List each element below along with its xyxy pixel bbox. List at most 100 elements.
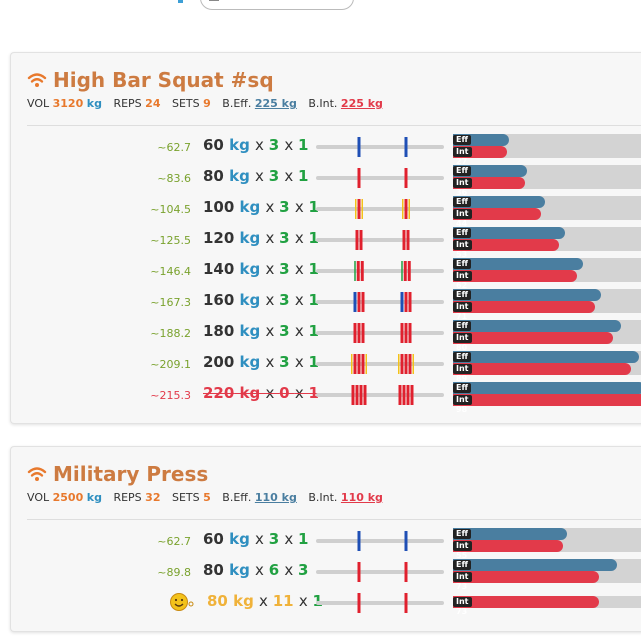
set-row[interactable]: ~62.7 60 kg x 3 x 1 Eff 57Int 55 xyxy=(11,527,641,560)
int-value-label: Int 80 xyxy=(453,333,472,352)
int-value-label: Int 73 xyxy=(453,572,472,591)
weight-plate xyxy=(404,354,408,374)
vol-value: 2500 xyxy=(52,491,84,504)
int-value-label: Int 55 xyxy=(453,541,472,560)
wifi-icon xyxy=(27,73,47,87)
bint-label: B.Int. xyxy=(308,97,338,110)
barbell-plates xyxy=(316,199,444,219)
effort-intensity-bars: Eff 56Int 53 xyxy=(453,227,641,259)
estimated-1rm: ~188.2 xyxy=(150,327,191,340)
set-row[interactable]: 80 kg x 11 x 1 Int 73 xyxy=(11,589,641,620)
set-count: 1 xyxy=(308,229,319,247)
set-weight-unit: kg xyxy=(234,322,266,340)
barbell-shaft xyxy=(316,238,444,242)
estimated-1rm: ~215.3 xyxy=(150,389,191,402)
beff-label: B.Eff. xyxy=(222,97,252,110)
barbell-plates xyxy=(316,531,444,551)
estimated-1rm: ~104.5 xyxy=(150,203,191,216)
bint-link[interactable]: 110 kg xyxy=(340,491,383,504)
sets-label: SETS xyxy=(171,491,200,504)
weight-plate xyxy=(398,354,400,374)
weight-plate xyxy=(359,385,363,405)
int-value-label: Int 62 xyxy=(453,271,472,290)
times-sign: x xyxy=(265,229,280,247)
weight-plate xyxy=(404,137,408,157)
set-row[interactable]: ~62.7 60 kg x 3 x 1 Eff 28Int 27 xyxy=(11,133,641,166)
times-sign: x xyxy=(294,260,309,278)
weight-plate xyxy=(355,199,357,219)
weight-plate xyxy=(361,323,365,343)
set-reps: 6 xyxy=(268,561,285,579)
eff-value-label: Eff 56 xyxy=(453,228,471,247)
set-row[interactable]: ~209.1 200 kg x 3 x 1 Eff 93Int 89 xyxy=(11,350,641,383)
times-sign: x xyxy=(284,136,299,154)
weight-plate xyxy=(398,385,402,405)
weight-plate xyxy=(357,531,361,551)
eff-bar-fill xyxy=(453,351,639,363)
top-strip xyxy=(0,0,641,12)
effort-intensity-bars: Eff 84Int 80 xyxy=(453,320,641,352)
times-sign: x xyxy=(294,322,309,340)
set-row[interactable]: ~83.6 80 kg x 3 x 1 Eff 37Int 36 xyxy=(11,164,641,197)
times-sign: x xyxy=(265,384,280,402)
barbell-shaft xyxy=(316,300,444,304)
set-weight-unit: kg xyxy=(223,561,256,579)
estimated-1rm: ~83.6 xyxy=(157,172,191,185)
set-reps: 3 xyxy=(279,322,295,340)
vol-unit: kg xyxy=(86,97,102,110)
set-weight-unit: kg xyxy=(234,384,266,402)
int-bar-fill xyxy=(453,301,595,313)
set-row[interactable]: ~215.3 220 kg x 0 x 1 Eff 96Int 98 xyxy=(11,381,641,414)
set-count: 1 xyxy=(308,291,319,309)
weight-plate xyxy=(400,354,404,374)
set-summary: 180 kg x 3 x 1 xyxy=(203,322,319,340)
set-row[interactable]: ~188.2 180 kg x 3 x 1 Eff 84Int 80 xyxy=(11,319,641,352)
divider xyxy=(27,125,641,126)
beff-link[interactable]: 225 kg xyxy=(254,97,297,110)
weight-plate xyxy=(408,323,412,343)
times-sign: x xyxy=(265,322,280,340)
set-row[interactable]: ~167.3 160 kg x 3 x 1 Eff 74Int 71 xyxy=(11,288,641,321)
int-value-label: Int 53 xyxy=(453,240,472,259)
times-sign: x xyxy=(284,167,299,185)
bint-link[interactable]: 225 kg xyxy=(340,97,383,110)
barbell-shaft xyxy=(316,176,444,180)
barbell-shaft xyxy=(316,207,444,211)
estimated-1rm: ~89.8 xyxy=(157,566,191,579)
set-row[interactable]: ~104.5 100 kg x 3 x 1 Eff 46Int 44 xyxy=(11,195,641,228)
times-sign: x xyxy=(294,229,309,247)
weight-plate xyxy=(353,354,357,374)
top-search-pill[interactable] xyxy=(200,0,354,10)
effort-intensity-bars: Eff 74Int 71 xyxy=(453,289,641,321)
times-sign: x xyxy=(284,530,299,548)
int-bar-fill xyxy=(453,394,641,406)
eff-value-label: Eff 82 xyxy=(453,560,471,579)
barbell-plates xyxy=(316,292,444,312)
times-sign: x xyxy=(294,198,309,216)
weight-plate xyxy=(412,354,414,374)
times-sign: x xyxy=(265,260,280,278)
set-row[interactable]: ~125.5 120 kg x 3 x 1 Eff 56Int 53 xyxy=(11,226,641,259)
effort-intensity-bars: Eff 28Int 27 xyxy=(453,134,641,166)
eff-bar-fill xyxy=(453,528,567,540)
sets-label: SETS xyxy=(171,97,200,110)
times-sign: x xyxy=(294,384,309,402)
estimated-1rm: ~209.1 xyxy=(150,358,191,371)
weight-plate xyxy=(404,593,408,613)
eff-value-label: Eff 57 xyxy=(453,529,471,548)
exercise-title[interactable]: High Bar Squat #sq xyxy=(53,68,274,92)
exercise-title[interactable]: Military Press xyxy=(53,462,209,486)
weight-plate xyxy=(402,199,404,219)
set-summary: 140 kg x 3 x 1 xyxy=(203,260,319,278)
beff-link[interactable]: 110 kg xyxy=(254,491,297,504)
weight-plate xyxy=(359,230,363,250)
set-row[interactable]: ~89.8 80 kg x 6 x 3 Eff 82Int 73 xyxy=(11,558,641,591)
effort-intensity-bars: Eff 46Int 44 xyxy=(453,196,641,228)
set-row[interactable]: ~146.4 140 kg x 3 x 1 Eff 65Int 62 xyxy=(11,257,641,290)
weight-plate xyxy=(408,199,410,219)
set-weight: 180 xyxy=(203,322,235,340)
set-summary: 80 kg x 11 x 1 xyxy=(207,592,323,610)
set-weight: 160 xyxy=(203,291,235,309)
exercise-stats: VOL 3120 kg REPS 24 SETS 9 B.Eff. 225 kg… xyxy=(27,97,383,110)
eff-value-label: Eff 37 xyxy=(453,166,471,185)
